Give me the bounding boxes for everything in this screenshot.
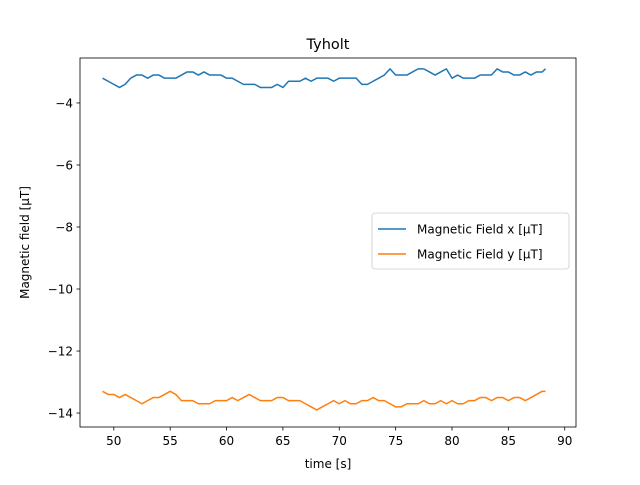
y-tick-label: −6	[55, 158, 73, 172]
x-tick-label: 80	[444, 434, 459, 448]
x-tick-label: 90	[557, 434, 572, 448]
legend-label-field-x: Magnetic Field x [μT]	[417, 223, 543, 237]
y-tick-label: −14	[48, 407, 73, 421]
x-tick-label: 70	[332, 434, 347, 448]
y-tick-label: −8	[55, 220, 73, 234]
plot-frame	[79, 57, 577, 428]
x-axis-ticks: 50 55 60 65 70 75 80 85 90	[106, 427, 572, 448]
y-axis-ticks: −14 −12 −10 −8 −6 −4	[48, 96, 80, 421]
y-tick-label: −4	[55, 96, 73, 110]
y-axis-label: Magnetic field [μT]	[18, 186, 32, 299]
legend-box	[371, 212, 570, 270]
y-tick-label: −10	[48, 283, 73, 297]
x-tick-label: 50	[106, 434, 121, 448]
x-tick-label: 60	[219, 434, 234, 448]
legend-label-field-y: Magnetic Field y [μT]	[417, 248, 543, 262]
y-tick-label: −12	[48, 345, 73, 359]
series-line-field-y	[102, 390, 546, 411]
series-line-field-x	[102, 68, 547, 89]
plot-series-group	[102, 68, 547, 411]
x-tick-label: 75	[388, 434, 403, 448]
chart-title: Tyholt	[306, 37, 350, 53]
x-tick-label: 85	[501, 434, 516, 448]
legend: Magnetic Field x [μT] Magnetic Field y […	[371, 212, 570, 270]
x-axis-label: time [s]	[305, 457, 352, 471]
x-tick-label: 65	[275, 434, 290, 448]
x-tick-label: 55	[163, 434, 178, 448]
